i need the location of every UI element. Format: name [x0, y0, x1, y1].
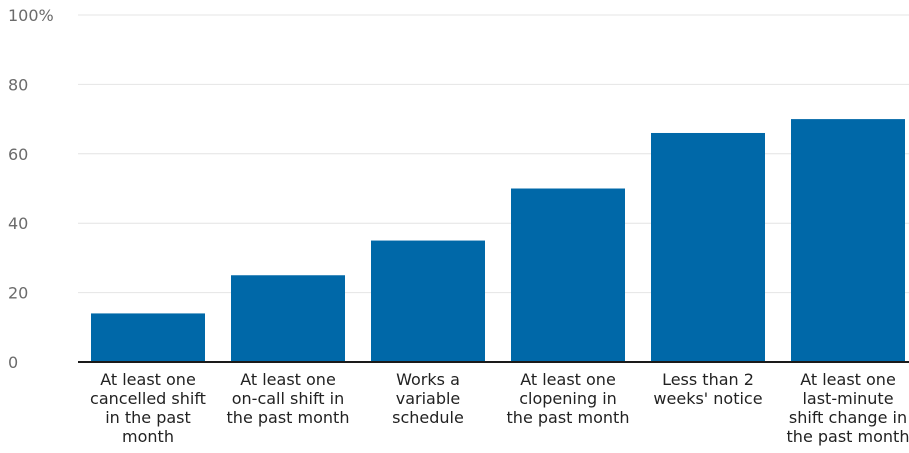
x-category-label-line: At least one: [100, 370, 196, 389]
bar: [651, 132, 765, 362]
x-category-label-line: clopening in: [519, 389, 617, 408]
bar-layer: [91, 119, 905, 362]
x-category-label-line: At least one: [800, 370, 896, 389]
x-category-label-line: weeks' notice: [653, 389, 762, 408]
x-category-label: At least one on-call shift in the past mon…: [227, 370, 350, 427]
x-category-label-line: the past month: [787, 427, 909, 446]
x-category-label-line: month: [122, 427, 174, 446]
x-category-label: At least one clopening in the past month: [507, 370, 630, 427]
x-category-label-line: cancelled shift: [90, 389, 206, 408]
x-category-label-line: Works a: [396, 370, 460, 389]
bar: [511, 188, 625, 362]
bar: [231, 275, 345, 362]
x-category-label-line: At least one: [520, 370, 616, 389]
y-tick-label: 0: [8, 353, 18, 372]
x-category-label: Less than 2 weeks' notice: [653, 370, 762, 408]
y-tick-label: 20: [8, 284, 28, 303]
bar: [791, 119, 905, 362]
y-tick-label: 80: [8, 75, 28, 94]
x-category-label-line: Less than 2: [662, 370, 754, 389]
x-category-label-line: schedule: [392, 408, 464, 427]
x-category-label-line: last-minute: [802, 389, 893, 408]
grid-layer: [78, 14, 909, 294]
x-category-label-line: the past month: [507, 408, 630, 427]
y-tick-label: 60: [8, 145, 28, 164]
x-category-label-line: At least one: [240, 370, 336, 389]
x-category-label-line: shift change in: [789, 408, 907, 427]
y-tick-label: 100%: [8, 6, 54, 25]
x-category-label: Works a variable schedule: [392, 370, 464, 427]
x-category-label-line: the past month: [227, 408, 350, 427]
x-category-label: At least one last-minute shift change in th…: [787, 370, 909, 446]
y-tick-label: 40: [8, 214, 28, 233]
bar: [91, 313, 205, 362]
x-category-label-line: in the past: [105, 408, 191, 427]
x-category-label: At least one cancelled shift in the past mo…: [90, 370, 206, 446]
x-category-label-line: on-call shift in: [232, 389, 345, 408]
bar: [371, 240, 485, 362]
x-category-label-line: variable: [396, 389, 461, 408]
